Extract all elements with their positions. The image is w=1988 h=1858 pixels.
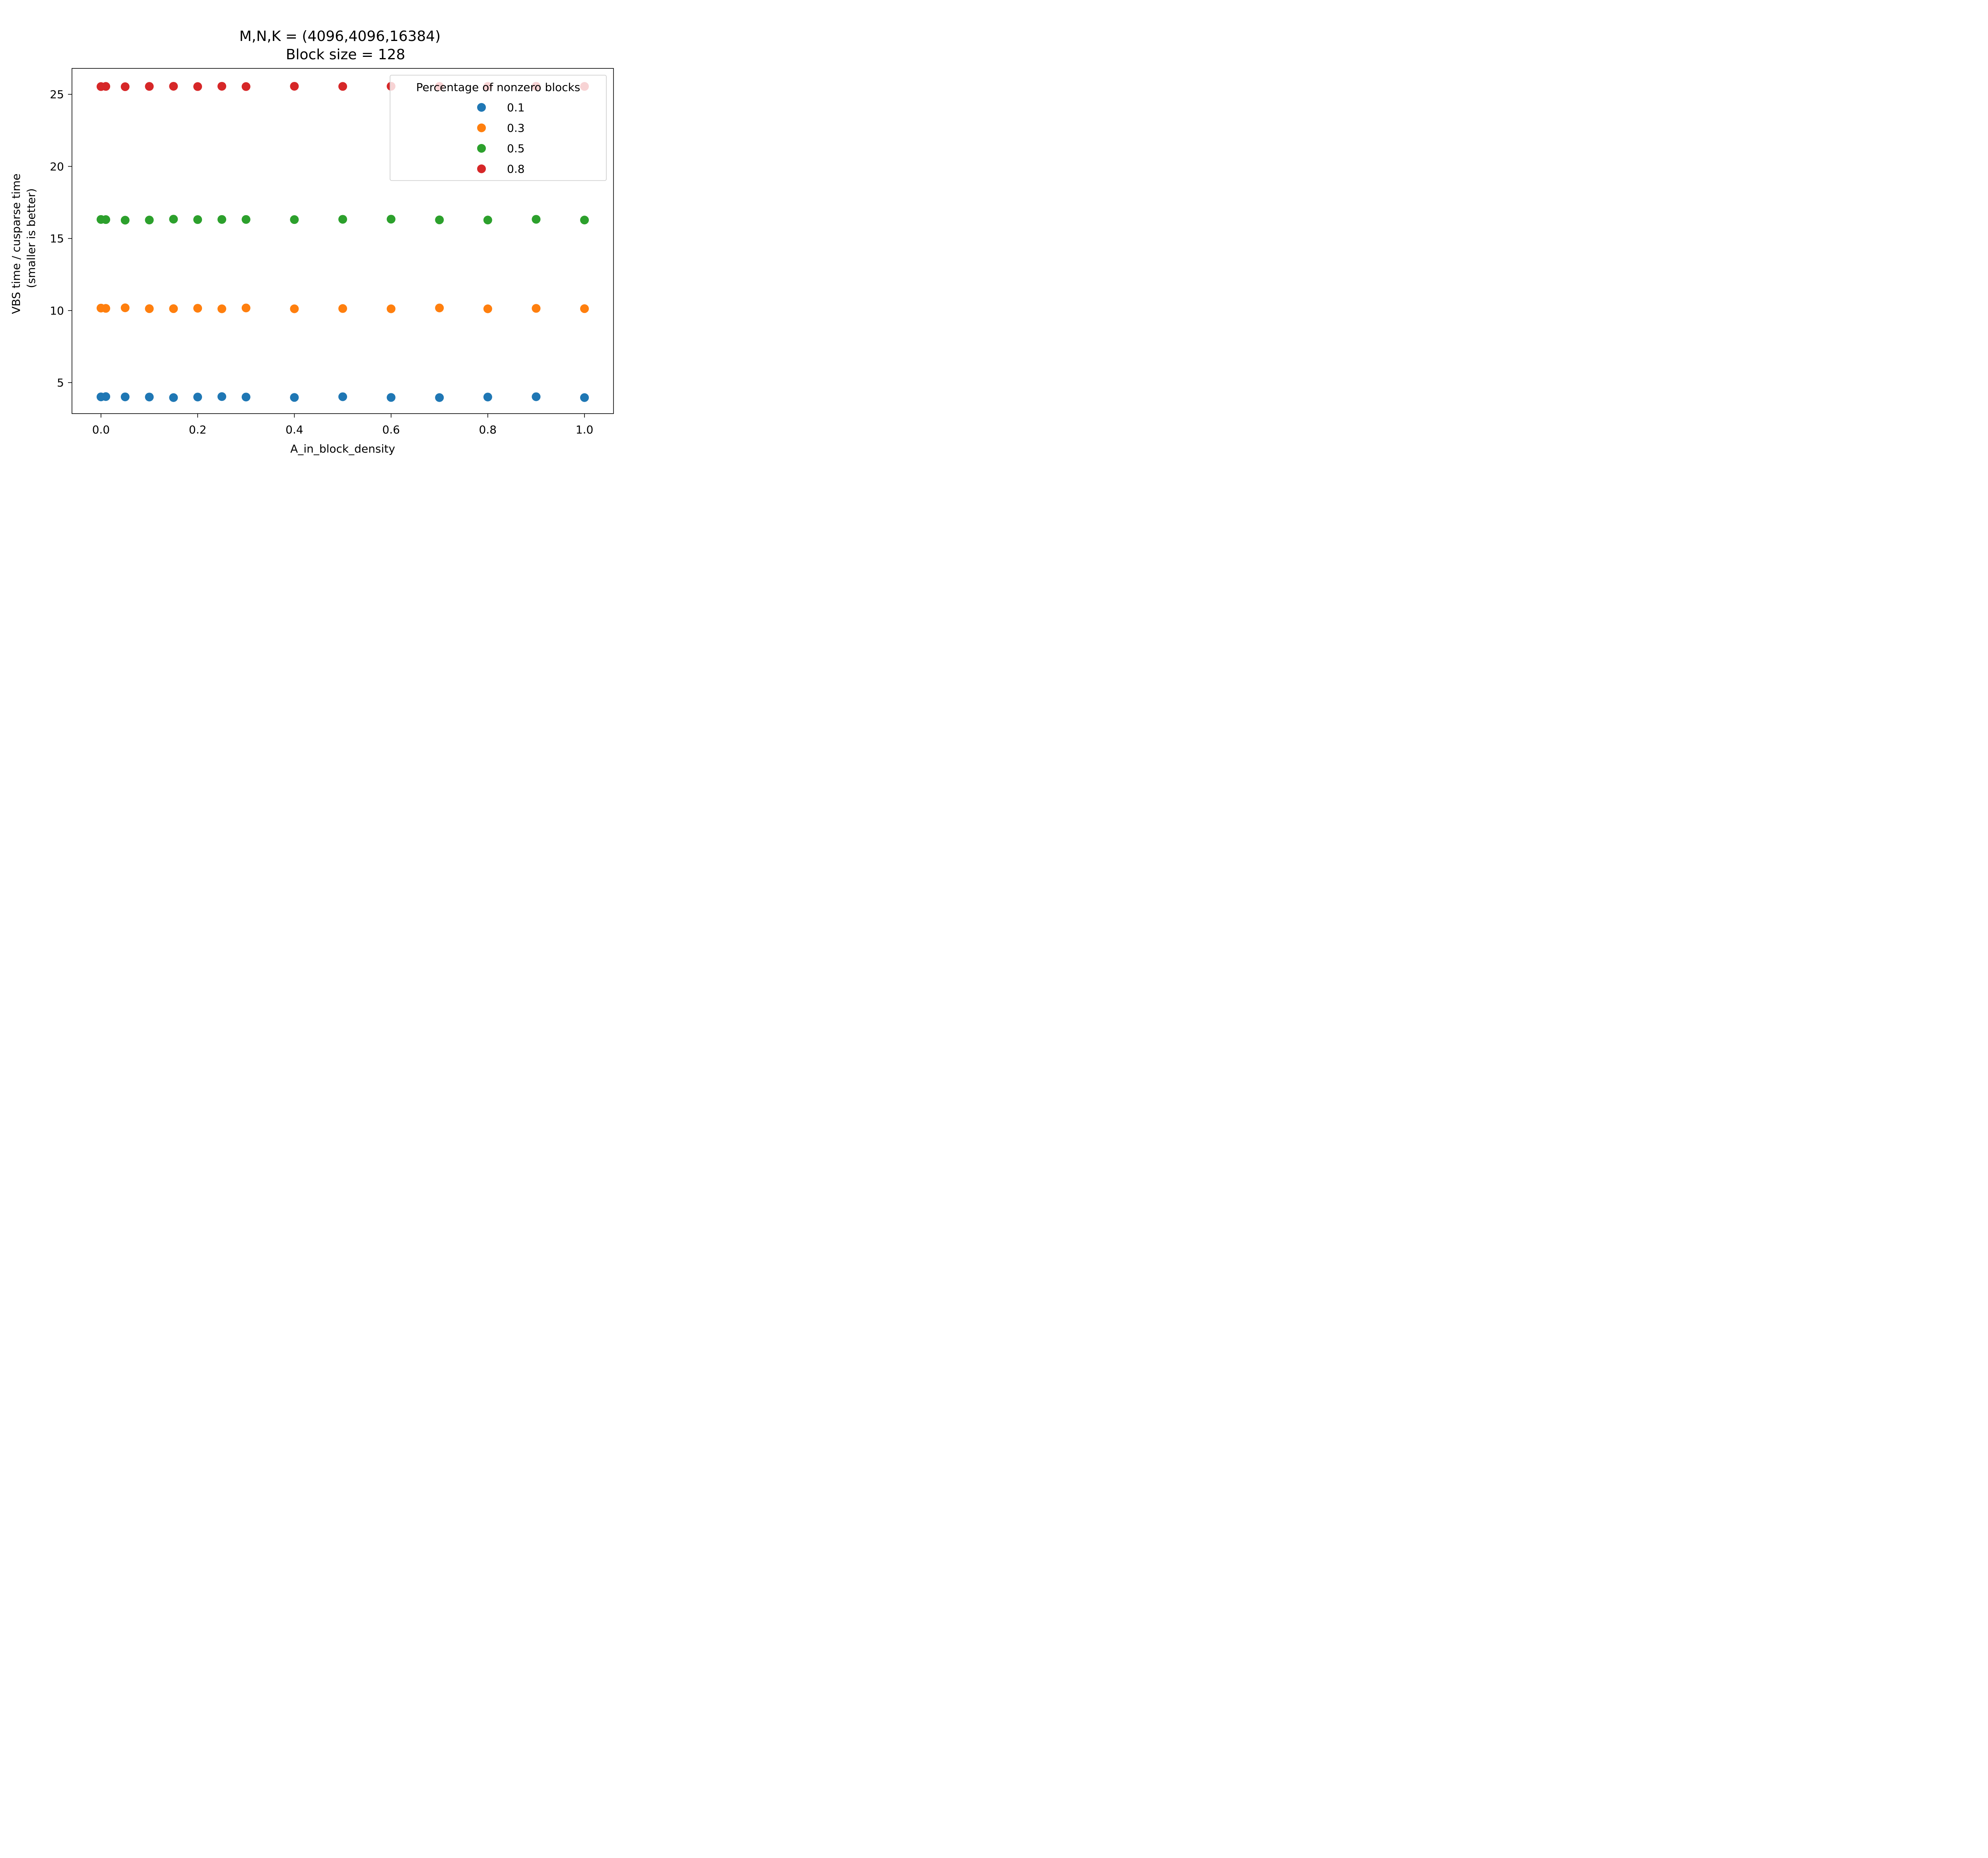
legend-marker [477, 144, 486, 153]
legend-entry-label: 0.5 [507, 142, 525, 155]
data-point [120, 303, 130, 312]
chart-container: M,N,K = (4096,4096,16384) Block size = 1… [0, 0, 621, 464]
data-point [193, 82, 202, 91]
x-axis-ticks: 0.0 0.2 0.4 0.6 0.8 1.0 [92, 414, 594, 436]
legend-title: Percentage of nonzero blocks [416, 81, 580, 94]
data-point [386, 215, 396, 224]
legend-entry-label: 0.3 [507, 122, 525, 135]
data-point [145, 82, 154, 91]
legend-frame [390, 75, 607, 181]
data-point [145, 393, 154, 402]
y-axis-label-line-2: (smaller is better) [25, 188, 38, 288]
data-point [241, 215, 250, 224]
data-point [241, 393, 250, 402]
data-point [338, 82, 347, 91]
legend-entry-label: 0.1 [507, 101, 525, 114]
x-tick-label: 0.8 [479, 423, 497, 436]
x-tick-label: 0.2 [189, 423, 207, 436]
data-point [145, 304, 154, 313]
data-point [217, 304, 226, 313]
chart-title-line-1: M,N,K = (4096,4096,16384) [239, 28, 441, 45]
data-point [580, 393, 589, 402]
plot-frame [72, 68, 614, 414]
data-point [338, 215, 347, 224]
data-point [241, 82, 250, 91]
x-tick-label: 1.0 [576, 423, 594, 436]
data-point [217, 392, 226, 401]
data-point [435, 393, 444, 402]
data-point [169, 215, 178, 224]
chart-title-line-2: Block size = 128 [286, 47, 405, 63]
data-point [101, 215, 111, 224]
data-point [386, 304, 396, 313]
data-point [169, 393, 178, 402]
y-tick-label: 25 [50, 88, 64, 101]
y-tick-label: 10 [50, 304, 64, 317]
series-0-5 [96, 215, 589, 225]
data-point [101, 82, 111, 91]
legend-marker [477, 164, 486, 173]
data-point [483, 216, 492, 225]
data-point [580, 304, 589, 313]
data-point [435, 215, 444, 224]
data-point [435, 303, 444, 313]
data-point [338, 304, 347, 313]
x-tick-label: 0.6 [382, 423, 400, 436]
x-tick-label: 0.4 [285, 423, 303, 436]
y-tick-label: 5 [57, 376, 64, 389]
data-point [290, 304, 299, 313]
series-0-1 [96, 392, 589, 402]
data-point [193, 393, 202, 402]
y-axis-label-line-1: VBS time / cusparse time [10, 173, 23, 314]
data-point [532, 304, 541, 313]
data-point [217, 82, 226, 91]
y-axis-ticks: 5 10 15 20 25 [50, 88, 72, 389]
scatter-chart: M,N,K = (4096,4096,16384) Block size = 1… [0, 0, 621, 464]
data-point [101, 392, 111, 401]
data-point [290, 393, 299, 402]
data-point [169, 82, 178, 91]
legend-entry-label: 0.8 [507, 163, 525, 176]
data-point [101, 304, 111, 313]
data-point [483, 393, 492, 402]
legend-marker [477, 103, 486, 112]
data-point [193, 215, 202, 224]
data-point [120, 82, 130, 91]
legend-entries: 0.1 0.3 0.5 0.8 [477, 101, 525, 176]
y-tick-label: 15 [50, 232, 64, 245]
data-point [193, 304, 202, 313]
data-point [483, 304, 492, 313]
data-point [386, 393, 396, 402]
data-point [241, 303, 250, 313]
x-axis-label: A_in_block_density [290, 442, 395, 455]
series-0-3 [96, 303, 589, 313]
data-point [290, 82, 299, 91]
data-point [145, 216, 154, 225]
data-point [532, 392, 541, 401]
data-point [217, 215, 226, 224]
y-tick-label: 20 [50, 160, 64, 173]
legend-marker [477, 123, 486, 132]
data-point [120, 392, 130, 401]
data-point [580, 216, 589, 225]
x-tick-label: 0.0 [92, 423, 110, 436]
data-point [338, 392, 347, 401]
legend: Percentage of nonzero blocks 0.10.30.50.… [390, 75, 607, 181]
data-point [169, 304, 178, 313]
data-point [532, 215, 541, 224]
data-point [120, 216, 130, 225]
data-point [290, 215, 299, 224]
